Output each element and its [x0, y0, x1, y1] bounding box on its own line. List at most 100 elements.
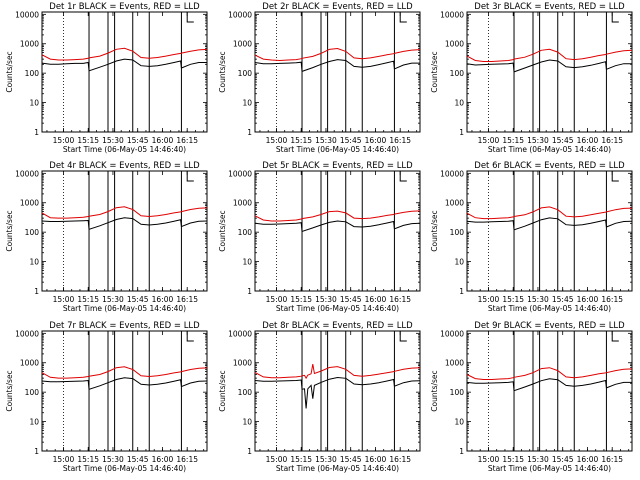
- x-tick-label: 15:45: [340, 295, 362, 304]
- x-tick-label: 15:15: [502, 455, 524, 464]
- plot-frame: [254, 330, 421, 452]
- y-tick-label: 10: [29, 418, 39, 427]
- y-tick-label: 1: [459, 128, 464, 137]
- y-tick-label: 10000: [440, 10, 464, 19]
- series-lld-line: [254, 364, 421, 380]
- x-tick-label: 16:00: [577, 455, 599, 464]
- x-tick-label: 15:30: [527, 455, 549, 464]
- x-tick-label: 15:15: [502, 295, 524, 304]
- y-tick-label: 1: [34, 128, 39, 137]
- plot-frame: [41, 330, 208, 452]
- x-tick-label: 16:00: [152, 136, 174, 145]
- y-tick-label: 1000: [445, 199, 464, 208]
- y-axis-label: Counts/sec: [430, 210, 439, 251]
- bracket-marker: [611, 331, 619, 342]
- y-tick-label: 100: [450, 228, 465, 237]
- x-tick-label: 16:15: [176, 295, 198, 304]
- y-tick-label: 1: [247, 287, 252, 296]
- x-tick-label: 15:15: [77, 136, 99, 145]
- y-tick-label: 100: [25, 228, 40, 237]
- plot-frame: [466, 330, 633, 452]
- y-tick-label: 10000: [228, 169, 252, 178]
- y-tick-label: 1: [459, 447, 464, 456]
- series-events-line: [41, 377, 208, 390]
- y-tick-label: 100: [25, 69, 40, 78]
- y-tick-label: 100: [238, 69, 253, 78]
- x-axis-label: Start Time (06-May-05 14:46:40): [276, 304, 399, 313]
- x-tick-label: 15:45: [127, 295, 149, 304]
- y-tick-label: 1000: [20, 359, 39, 368]
- y-tick-label: 1000: [20, 199, 39, 208]
- x-tick-label: 16:00: [365, 295, 387, 304]
- chart-title: Det 7r BLACK = Events, RED = LLD: [49, 321, 200, 331]
- bracket-marker: [186, 171, 194, 182]
- x-axis-label: Start Time (06-May-05 14:46:40): [488, 304, 611, 313]
- x-tick-label: 15:45: [552, 455, 574, 464]
- x-axis-label: Start Time (06-May-05 14:46:40): [276, 145, 399, 154]
- x-axis-label: Start Time (06-May-05 14:46:40): [488, 464, 611, 473]
- plot-frame: [41, 11, 208, 133]
- x-tick-label: 15:15: [290, 136, 312, 145]
- chart-panel: Det 8r BLACK = Events, RED = LLD 1 10 100 10…: [218, 321, 421, 473]
- x-tick-label: 15:45: [127, 136, 149, 145]
- y-tick-label: 10000: [440, 169, 464, 178]
- chart-title: Det 1r BLACK = Events, RED = LLD: [49, 2, 200, 12]
- x-tick-label: 15:45: [340, 136, 362, 145]
- chart-panel: Det 4r BLACK = Events, RED = LLD 1 10 100 10…: [5, 161, 208, 313]
- y-tick-label: 1: [247, 447, 252, 456]
- x-tick-label: 16:15: [601, 136, 623, 145]
- y-axis-label: Counts/sec: [430, 51, 439, 92]
- y-tick-label: 10000: [15, 169, 39, 178]
- series-events-line: [254, 59, 420, 73]
- x-tick-label: 15:45: [552, 136, 574, 145]
- series-lld-line: [466, 206, 633, 220]
- series-lld-line: [254, 47, 421, 62]
- y-tick-label: 1: [34, 287, 39, 296]
- chart-panel: Det 5r BLACK = Events, RED = LLD 1 10 100 10…: [218, 161, 421, 313]
- x-axis-label: Start Time (06-May-05 14:46:40): [63, 145, 186, 154]
- series-events-line: [466, 378, 632, 392]
- x-tick-label: 15:00: [478, 455, 500, 464]
- x-tick-label: 15:30: [102, 136, 124, 145]
- plot-frame: [254, 170, 421, 292]
- chart-title: Det 4r BLACK = Events, RED = LLD: [49, 161, 200, 171]
- chart-title: Det 3r BLACK = Events, RED = LLD: [474, 2, 625, 12]
- x-tick-label: 16:00: [365, 136, 387, 145]
- x-tick-label: 15:30: [315, 136, 337, 145]
- x-tick-label: 16:15: [389, 295, 411, 304]
- bracket-marker: [399, 331, 407, 342]
- x-tick-label: 15:00: [478, 136, 500, 145]
- y-tick-label: 100: [25, 388, 40, 397]
- series-lld-line: [41, 366, 208, 379]
- x-tick-label: 16:00: [365, 455, 387, 464]
- y-axis-label: Counts/sec: [5, 210, 14, 251]
- bracket-marker: [186, 331, 194, 342]
- x-tick-label: 15:00: [266, 295, 288, 304]
- y-axis-label: Counts/sec: [430, 370, 439, 411]
- series-lld-line: [466, 48, 633, 62]
- x-tick-label: 16:00: [577, 295, 599, 304]
- x-tick-label: 15:30: [315, 455, 337, 464]
- x-axis-label: Start Time (06-May-05 14:46:40): [276, 464, 399, 473]
- y-tick-label: 10: [242, 99, 252, 108]
- y-tick-label: 100: [450, 388, 465, 397]
- bracket-marker: [611, 171, 619, 182]
- series-lld-line: [254, 210, 421, 222]
- y-tick-label: 10000: [228, 10, 252, 19]
- x-tick-label: 15:45: [340, 455, 362, 464]
- y-tick-label: 100: [450, 69, 465, 78]
- bracket-marker: [399, 171, 407, 182]
- y-tick-label: 10: [242, 258, 252, 267]
- y-tick-label: 1: [34, 447, 39, 456]
- x-tick-label: 15:15: [77, 455, 99, 464]
- x-tick-label: 15:00: [53, 136, 75, 145]
- chart-panel: Det 2r BLACK = Events, RED = LLD 1 10 100 10…: [218, 2, 421, 154]
- series-lld-line: [41, 47, 208, 61]
- x-tick-label: 15:00: [478, 295, 500, 304]
- plot-frame: [466, 11, 633, 133]
- series-events-line: [466, 217, 633, 231]
- y-tick-label: 10000: [15, 10, 39, 19]
- y-tick-label: 1000: [445, 40, 464, 49]
- chart-panel: Det 6r BLACK = Events, RED = LLD 1 10 100 10…: [430, 161, 633, 313]
